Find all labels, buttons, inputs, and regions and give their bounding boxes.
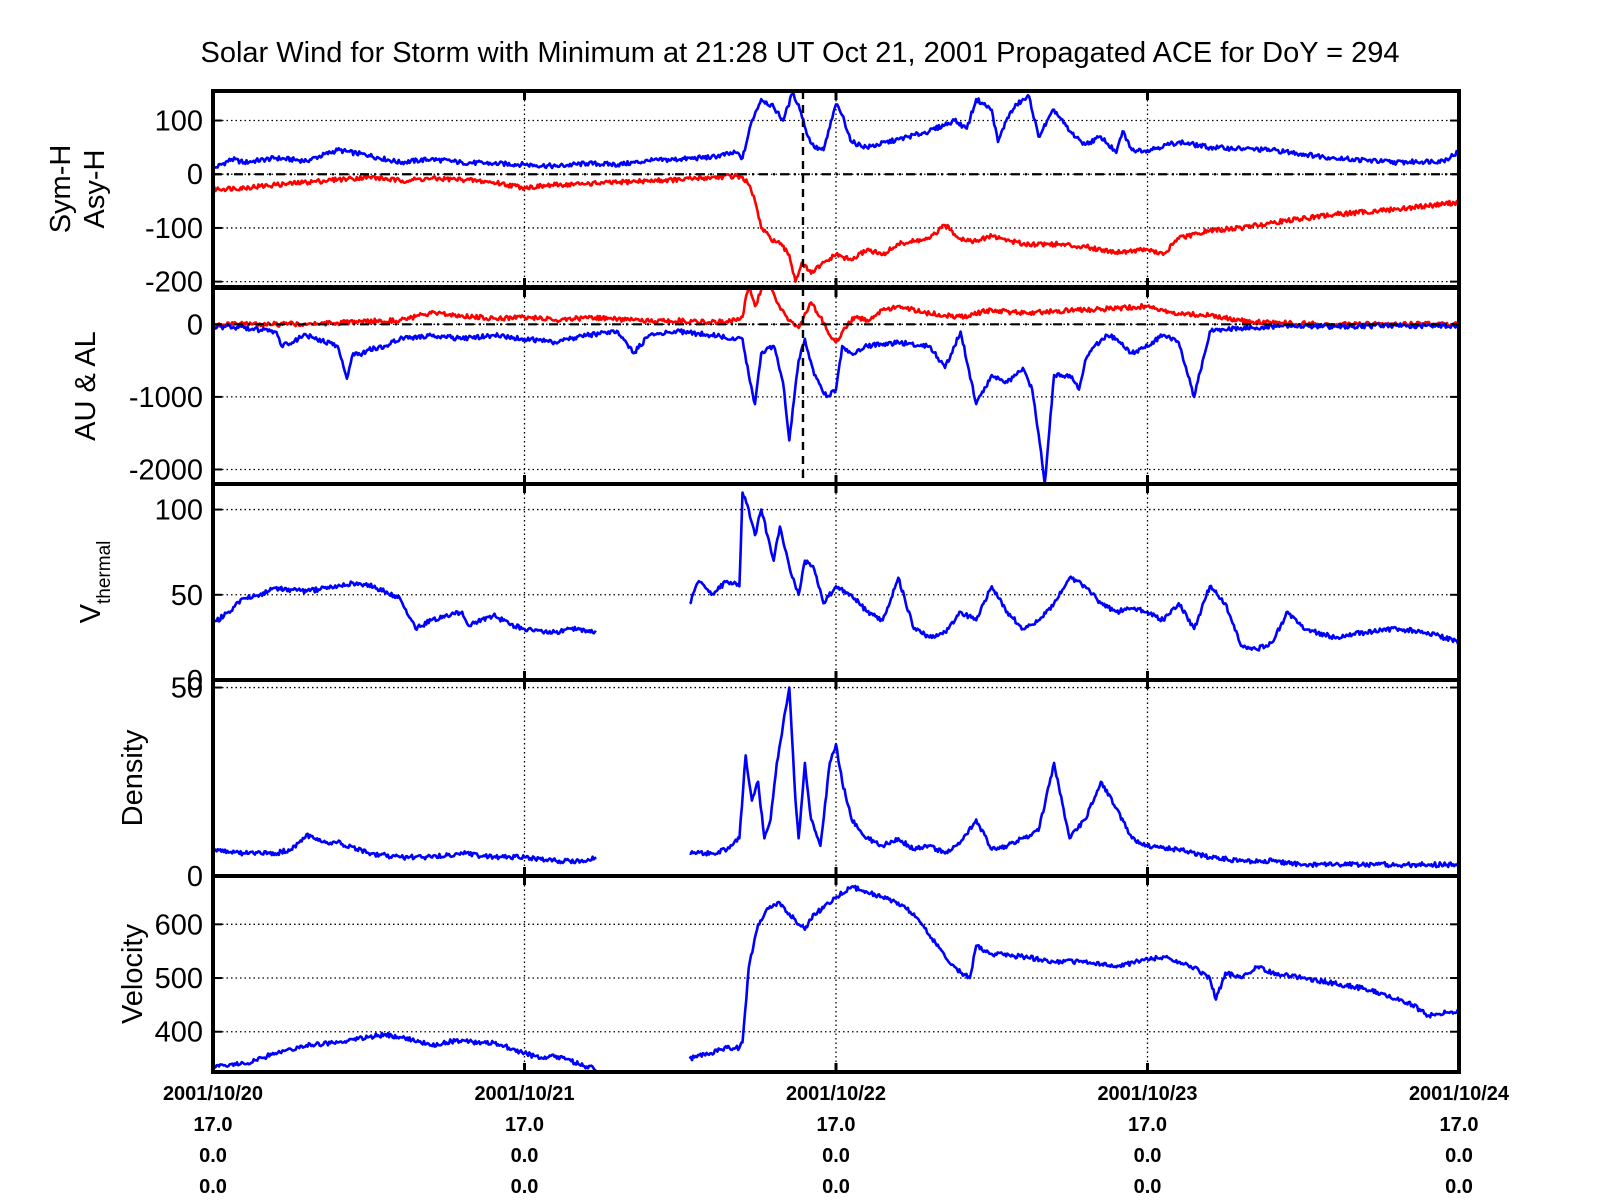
y-tick-label: -200 [145,267,203,299]
series-line [213,1031,598,1072]
x-tick-label: 17.0 [1128,1114,1167,1136]
series-line [213,580,597,636]
x-tick-label: 17.0 [194,1114,233,1136]
x-tick-label: 0.0 [199,1176,227,1198]
y-tick-label: 0 [187,309,203,341]
panel-1: 100 0 -100 -200 Sym-H Asy-H [45,89,1461,299]
series-line [213,92,1459,170]
y-tick-label: -1000 [129,382,203,414]
panel-2: 0 -1000 -2000 AU & AL [70,286,1461,486]
y-tick-label: 500 [155,963,203,995]
y-axis-label: AU & AL [70,331,102,441]
x-tick-label: 2001/10/23 [1097,1083,1197,1105]
series-line [688,884,1459,1062]
series-line [213,172,1459,283]
series-line [213,288,1459,344]
x-tick-label: 0.0 [822,1145,850,1167]
y-tick-label: -2000 [129,454,203,486]
series-line [213,832,597,865]
y-tick-label: 100 [155,495,203,527]
y-tick-label: 0 [187,159,203,191]
chart-title: Solar Wind for Storm with Minimum at 21:… [201,37,1400,69]
y-axis-label: Vthermal [75,541,115,624]
y-axis-label: Velocity [117,924,149,1024]
x-tick-label: 2001/10/21 [474,1083,574,1105]
x-tick-label: 0.0 [511,1145,539,1167]
x-tick-label: 2001/10/22 [786,1083,886,1105]
y-axis-label: Sym-H [45,145,77,234]
y-tick-label: 100 [155,106,203,138]
series-line [689,491,1459,652]
y-tick-label: 50 [171,580,203,612]
x-tick-label: 0.0 [511,1176,539,1198]
x-tick-label: 17.0 [505,1114,544,1136]
x-tick-label: 17.0 [817,1114,856,1136]
y-axis-label: Asy-H [79,150,111,229]
x-tick-label: 17.0 [1440,1114,1479,1136]
series-line [213,322,1459,484]
x-tick-label: 0.0 [1445,1145,1473,1167]
x-tick-label: 2001/10/20 [163,1083,263,1105]
x-tick-label: 0.0 [1134,1145,1162,1167]
x-tick-label: 2001/10/24 [1409,1083,1510,1105]
y-tick-label: 400 [155,1017,203,1049]
y-axis-label: Density [117,729,149,826]
x-tick-label: 0.0 [822,1176,850,1198]
y-tick-label: 0 [187,665,203,697]
plot-layer: 100 0 -100 -200 Sym-H Asy-H 0 -1000 -2000 AU & AL… [45,89,1510,1198]
x-tick-label: 0.0 [1445,1176,1473,1198]
x-tick-label: 0.0 [199,1145,227,1167]
series-line [689,686,1459,869]
x-tick-label: 0.0 [1134,1176,1162,1198]
y-tick-label: -100 [145,213,203,245]
panel-frame [211,874,1461,1074]
y-tick-label: 50 [171,673,203,705]
y-tick-label: 600 [155,909,203,941]
y-tick-label: 0 [187,861,203,893]
panel-3: 100 50 0 Vthermal [75,482,1461,697]
panel-4: 50 0 Density [117,673,1461,893]
